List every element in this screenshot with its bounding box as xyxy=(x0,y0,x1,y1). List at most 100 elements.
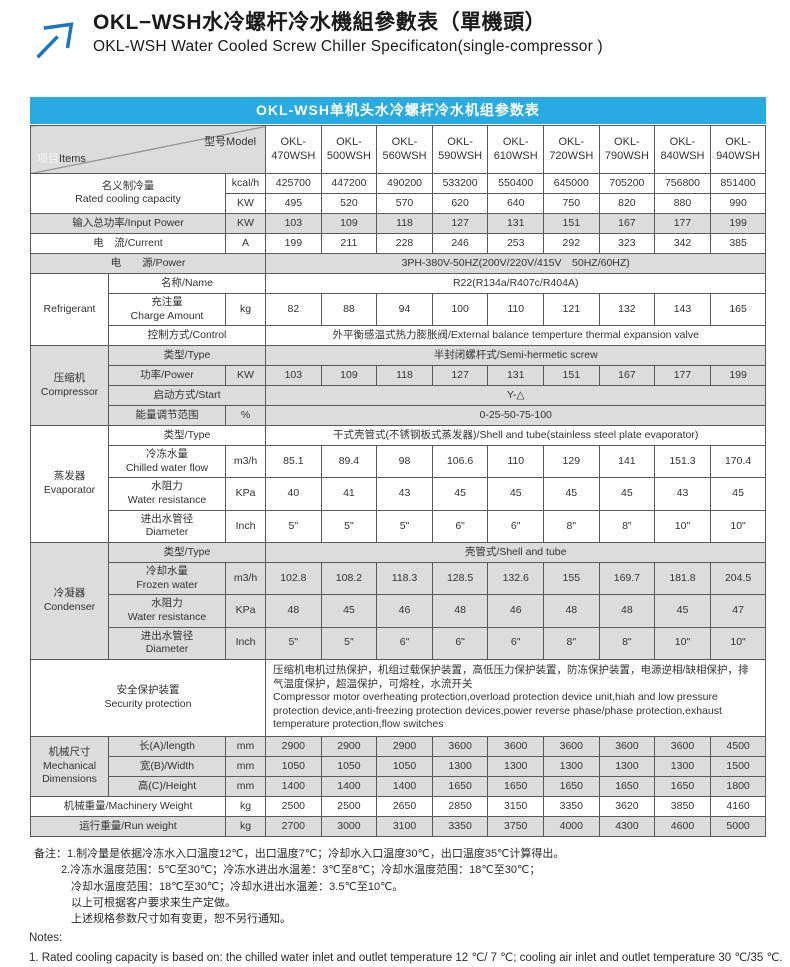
spec-row-evaporator-type: 蒸发器 Evaporator 类型/Type 干式壳管式(不锈钢板式蒸发器)/She… xyxy=(30,425,767,544)
value-cell: 110 xyxy=(487,445,544,479)
value-cell: 4000 xyxy=(543,816,600,838)
corner-cell: 项目Items 型号Model xyxy=(29,125,267,174)
row-label: 启动方式/Start xyxy=(107,385,267,407)
notes-section: 备注：1.制冷量是依据冷冻水入口温度12℃，出口温度7℃；冷却水入口温度30℃，… xyxy=(29,846,790,967)
value-cell: 6" xyxy=(431,626,489,660)
value-cell: 6" xyxy=(376,626,433,660)
merged-value: 干式壳管式(不锈钢板式蒸发器)/Shell and tube(stainless… xyxy=(265,425,767,447)
value-cell: 1650 xyxy=(654,776,711,798)
value-cell: 570 xyxy=(376,192,433,214)
row-label: 安全保护装置 Security protection xyxy=(29,658,267,738)
value-cell: 106.6 xyxy=(431,445,489,479)
value-cell: 48 xyxy=(598,594,656,628)
row-label: 机械重量/Machinery Weight xyxy=(30,796,226,818)
value-cell: 46 xyxy=(487,594,544,628)
value-cell: 48 xyxy=(265,594,322,628)
corner-model-label: 型号Model xyxy=(204,136,257,148)
value-cell: 40 xyxy=(265,477,322,511)
value-cell: 447200 xyxy=(320,172,378,194)
value-cell: 102.8 xyxy=(265,562,322,596)
row-label: 功率/Power xyxy=(108,365,226,387)
value-cell: 6" xyxy=(487,626,544,660)
value-cell: 3620 xyxy=(598,796,656,818)
note-line: 冷却水温度范围：18℃至30℃；冷却水进出水温差：3.5℃至10℃。 xyxy=(71,880,404,893)
value-cell: 41 xyxy=(320,477,378,511)
row-label: 长(A)/length xyxy=(108,736,226,758)
value-cell: 3600 xyxy=(543,736,600,758)
value-cell: 10" xyxy=(709,509,767,544)
value-cell: 246 xyxy=(431,232,489,254)
row-label: 输入总功率/Input Power xyxy=(30,212,226,234)
unit-label: A xyxy=(224,232,267,254)
spec-row-compressor-type: 压缩机 Compressor 类型/Type 半封闭螺杆式/Semi-hermeti… xyxy=(30,345,767,427)
value-cell: 127 xyxy=(431,212,489,234)
value-cell: 851400 xyxy=(709,172,767,194)
value-cell: 1300 xyxy=(487,756,544,778)
value-cell: 167 xyxy=(598,365,656,387)
value-cell: 1050 xyxy=(376,756,433,778)
value-cell: 1650 xyxy=(431,776,489,798)
value-cell: 132 xyxy=(598,292,656,327)
value-cell: 131 xyxy=(487,212,544,234)
spec-row-current: 电 流/Current A 199 211 228 246 253 292 323 342 385 xyxy=(30,232,767,254)
value-cell: 4500 xyxy=(709,736,767,758)
row-label: 类型/Type xyxy=(107,542,267,564)
value-cell: 1300 xyxy=(598,756,656,778)
value-cell: 103 xyxy=(265,212,322,234)
row-label: 名称/Name xyxy=(107,272,267,294)
page-header: OKL−WSH水冷螺杆冷水機組參數表（單機頭） OKL-WSH Water Co… xyxy=(0,0,790,66)
value-cell: 143 xyxy=(654,292,711,327)
spec-row-dimension-length: 机械尺寸 Mechanical Dimensions 长(A)/length mm 2… xyxy=(30,736,767,798)
spec-row-machinery-weight: 机械重量/Machinery Weight kg 2500 2500 2650 2850 3… xyxy=(30,796,767,818)
row-label: 冷冻水量 Chilled water flow xyxy=(108,445,226,479)
value-cell: 2850 xyxy=(431,796,489,818)
value-cell: 292 xyxy=(543,232,600,254)
value-cell: 43 xyxy=(376,477,433,511)
value-cell: 1050 xyxy=(320,756,378,778)
spec-row-capacity-kcal: 名义制冷量 Rated cooling capacity kcal/h 425700… xyxy=(30,172,767,214)
table-banner-title: OKL-WSH单机头水冷螺杆冷水机组参数表 xyxy=(30,97,766,124)
title-block: OKL−WSH水冷螺杆冷水機組參數表（單機頭） OKL-WSH Water Co… xyxy=(93,10,603,56)
value-cell: 169.7 xyxy=(598,562,656,596)
value-cell: 128.5 xyxy=(431,562,489,596)
merged-value: 0-25-50-75-100 xyxy=(265,405,767,427)
group-label: 冷凝器 Condenser xyxy=(30,542,109,660)
notes-en-title: Notes: xyxy=(29,932,63,945)
value-cell: 533200 xyxy=(431,172,489,194)
row-label: 高(C)/Height xyxy=(108,776,226,798)
value-cell: 48 xyxy=(431,594,489,628)
value-cell: 3350 xyxy=(543,796,600,818)
unit-label: kg xyxy=(224,796,267,818)
row-label: 类型/Type xyxy=(107,345,267,367)
value-cell: 8" xyxy=(598,509,656,544)
value-cell: 100 xyxy=(431,292,489,327)
value-cell: 48 xyxy=(543,594,600,628)
value-cell: 155 xyxy=(543,562,600,596)
value-cell: 3850 xyxy=(654,796,711,818)
value-cell: 45 xyxy=(431,477,489,511)
value-cell: 3600 xyxy=(654,736,711,758)
value-cell: 10" xyxy=(709,626,767,660)
value-cell: 165 xyxy=(709,292,767,327)
row-label: 进出水管径 Diameter xyxy=(108,626,226,660)
value-cell: 3750 xyxy=(487,816,544,838)
value-cell: 705200 xyxy=(598,172,656,194)
value-cell: 550400 xyxy=(487,172,544,194)
spec-row-dimension-width: 宽(B)/Width mm 1050 1050 1050 1300 1300 1300 1300… xyxy=(31,756,767,778)
value-cell: 47 xyxy=(709,594,767,628)
value-cell: 45 xyxy=(543,477,600,511)
value-cell: 5" xyxy=(265,509,322,544)
value-cell: 103 xyxy=(265,365,322,387)
row-label: 类型/Type xyxy=(107,425,267,447)
unit-label: mm xyxy=(224,756,267,778)
value-cell: 1300 xyxy=(543,756,600,778)
value-cell: 3350 xyxy=(431,816,489,838)
spec-row-run-weight: 运行重量/Run weight kg 2700 3000 3100 3350 3750 400… xyxy=(30,816,767,838)
value-cell: 45 xyxy=(709,477,767,511)
spec-row-input-power: 输入总功率/Input Power KW 103 109 118 127 131 151 167… xyxy=(30,212,767,234)
spec-row-power-supply: 电 源/Power 3PH-380V-50HZ(200V/220V/415V 50… xyxy=(29,252,767,274)
note-line: 以上可根据客户要求来生产定做。 xyxy=(71,896,236,909)
merged-value: 外平衡感温式热力膨胀阀/External balance temperture … xyxy=(265,325,767,347)
group-label: 机械尺寸 Mechanical Dimensions xyxy=(30,736,109,798)
value-cell: 10" xyxy=(654,509,711,544)
